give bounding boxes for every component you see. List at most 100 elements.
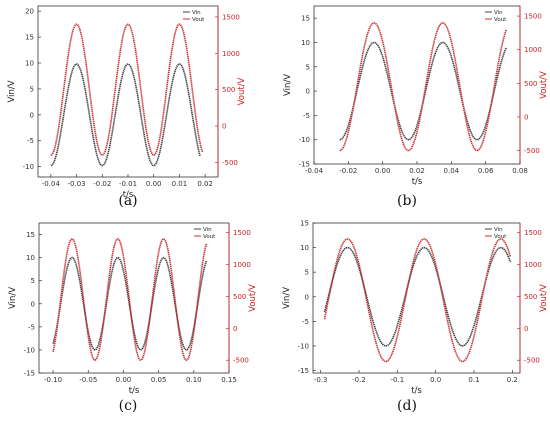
panel-label: (c): [119, 398, 138, 414]
right-tick-label: 1500: [233, 229, 251, 237]
right-tick-label: -500: [524, 357, 540, 365]
right-tick-label: 500: [233, 293, 246, 301]
plot-frame: [37, 5, 219, 178]
x-axis-label: t/s: [412, 177, 423, 187]
x-tick-label: 0.02: [197, 180, 213, 188]
plot-frame: [38, 222, 230, 374]
x-tick-label: 0.00: [146, 180, 162, 188]
left-tick-label: 5: [30, 85, 34, 93]
x-tick-label: -0.02: [93, 180, 111, 188]
series-line-vout: [339, 22, 508, 152]
x-axis-label: t/s: [129, 386, 140, 396]
left-tick-label: -10: [23, 163, 34, 171]
left-tick-label: -15: [298, 367, 309, 375]
right-tick-label: -500: [524, 147, 540, 155]
x-axis-label: t/s: [123, 190, 134, 200]
left-axis-label: Vin/V: [283, 74, 293, 96]
left-tick-label: -15: [299, 161, 310, 169]
legend-label-vout: Vout: [192, 17, 205, 23]
x-tick-label: 0.2: [507, 376, 518, 384]
x-axis-label: t/s: [411, 386, 422, 396]
right-tick-label: -500: [233, 357, 249, 365]
left-tick-label: 10: [300, 244, 309, 252]
series-line-vin: [50, 63, 201, 167]
plot-frame: [312, 222, 521, 374]
x-tick-label: -0.03: [68, 180, 86, 188]
right-tick-label: 1500: [222, 13, 240, 21]
panel-label: (d): [397, 398, 417, 414]
x-tick-label: -0.04: [42, 180, 61, 188]
legend-label-vout: Vout: [494, 17, 507, 23]
x-tick-label: 0.04: [444, 167, 460, 175]
left-tick-label: 20: [25, 8, 34, 16]
left-tick-label: 15: [301, 15, 310, 23]
left-tick-label: -10: [299, 136, 310, 144]
left-tick-label: 15: [26, 231, 35, 239]
x-tick-label: -0.02: [339, 167, 357, 175]
left-tick-label: 0: [31, 300, 35, 308]
right-tick-label: 0: [524, 325, 528, 333]
left-tick-label: -10: [24, 346, 35, 354]
x-tick-label: 0.08: [512, 167, 528, 175]
legend-label-vin: Vin: [494, 10, 503, 16]
series-line-vin: [52, 256, 208, 351]
chart-panel-2: -0.04 -0.02 0.00 0.02 0.04 0.06 0.08 -15 -10 -5 0 5…: [283, 5, 549, 209]
left-tick-label: 5: [31, 277, 35, 285]
legend-label-vout: Vout: [203, 234, 216, 240]
right-tick-label: 1500: [524, 229, 542, 237]
x-tick-label: -0.3: [314, 376, 328, 384]
left-tick-label: 5: [306, 63, 310, 71]
left-tick-label: 0: [306, 88, 310, 96]
chart-panel-4: -0.3 -0.2 -0.1 0.0 0.1 0.2 -15 -10 -5 0 5 10 15 -500 0…: [282, 220, 549, 415]
x-tick-label: 0.05: [151, 376, 167, 384]
left-tick-label: 10: [301, 39, 310, 47]
x-tick-label: -0.04: [305, 167, 324, 175]
series-line-vin: [339, 41, 507, 141]
x-tick-label: -0.01: [119, 180, 137, 188]
right-tick-label: 0: [524, 113, 528, 121]
x-tick-label: 0.06: [478, 167, 494, 175]
right-tick-label: -500: [222, 159, 238, 167]
series-line-vout: [50, 23, 204, 156]
x-tick-label: 0.02: [409, 167, 425, 175]
x-tick-label: -0.05: [79, 376, 97, 384]
left-axis-label: Vin/V: [8, 287, 18, 309]
x-tick-label: -0.10: [44, 376, 62, 384]
right-axis-label: Vout/V: [539, 71, 549, 99]
x-tick-label: 0.00: [375, 167, 391, 175]
series-line-vout: [323, 238, 512, 363]
left-tick-label: -10: [298, 342, 309, 350]
legend-label-vin: Vin: [494, 227, 503, 233]
right-tick-label: 500: [524, 293, 537, 301]
left-tick-label: 15: [25, 34, 34, 42]
x-tick-label: 0.00: [116, 376, 132, 384]
left-tick-label: -5: [27, 137, 34, 145]
left-tick-label: -15: [24, 370, 35, 378]
right-tick-label: 1000: [524, 46, 542, 54]
right-tick-label: 1000: [233, 261, 251, 269]
legend-label-vin: Vin: [203, 227, 212, 233]
x-tick-label: 0.01: [172, 180, 188, 188]
right-tick-label: 1500: [524, 13, 542, 21]
left-tick-label: 0: [305, 293, 309, 301]
legend-label-vout: Vout: [494, 234, 507, 240]
left-tick-label: 10: [26, 254, 35, 262]
right-axis-label: Vout/V: [539, 284, 549, 312]
x-tick-label: 0.0: [430, 376, 441, 384]
right-tick-label: 500: [524, 80, 537, 88]
right-tick-label: 1000: [524, 261, 542, 269]
left-axis-label: Vin/V: [7, 80, 17, 102]
x-tick-label: 0.15: [221, 376, 237, 384]
panel-label: (a): [118, 193, 137, 209]
x-tick-label: -0.2: [352, 376, 366, 384]
series-line-vout: [52, 238, 208, 362]
left-tick-label: -5: [302, 318, 309, 326]
right-tick-label: 0: [222, 123, 226, 131]
right-axis-label: Vout/V: [248, 284, 258, 312]
left-tick-label: 15: [300, 220, 309, 228]
left-tick-label: -5: [28, 323, 35, 331]
left-axis-label: Vin/V: [282, 287, 292, 309]
right-tick-label: 1000: [222, 50, 240, 58]
x-tick-label: 0.10: [186, 376, 202, 384]
